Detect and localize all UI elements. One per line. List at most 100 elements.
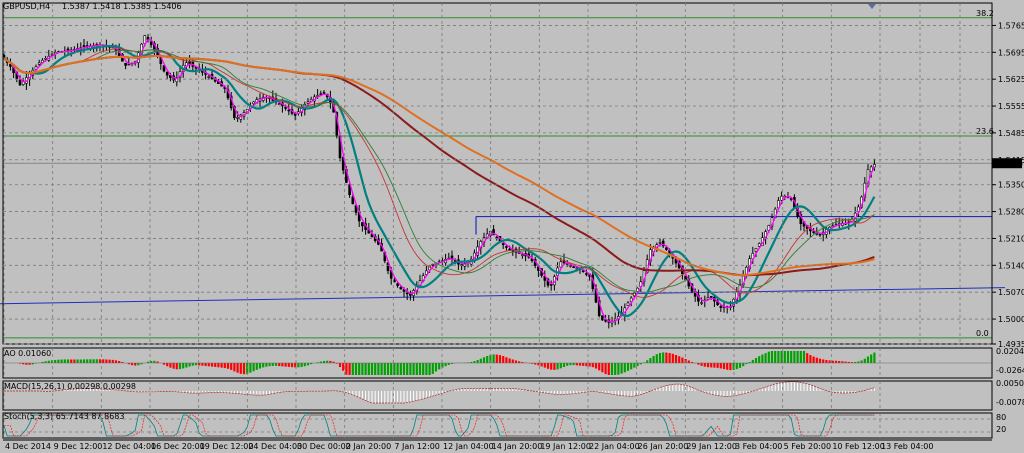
time-tick-label: 29 Jan 12:00 (686, 442, 737, 451)
indicator-frame (2, 380, 993, 411)
macd-label: MACD(15,26,1) 0.00298 0.00298 (4, 382, 136, 391)
ao-panel (3, 351, 992, 375)
current-price-box (992, 158, 1022, 169)
candle-body (165, 71, 169, 76)
time-tick-label: 14 Jan 20:00 (492, 442, 543, 451)
candle-body (18, 79, 22, 86)
candle-body (50, 53, 54, 56)
time-tick-label: 12 Dec 04:00 (102, 442, 156, 451)
candle-body (780, 195, 783, 201)
stoch-main-line (3, 414, 875, 437)
candle-body (629, 297, 633, 302)
stoch-tick-20: 20 (996, 425, 1006, 434)
time-tick-label: 12 Jan 04:00 (443, 442, 494, 451)
stoch-panel (3, 414, 992, 437)
time-tick-label: 16 Dec 20:00 (151, 442, 205, 451)
candle-body (354, 205, 358, 213)
ma-long-orange-line (3, 55, 875, 277)
indicator-frame (2, 347, 993, 379)
candle-body (581, 270, 585, 272)
candle-body (319, 93, 323, 96)
ma-green-line (3, 49, 875, 293)
candle-body (82, 45, 86, 48)
candle-body (815, 233, 819, 235)
candle-body (492, 229, 495, 236)
price-tick-label: 1.5765 (998, 21, 1024, 30)
time-tick-label: 4 Dec 2014 (5, 442, 51, 451)
candle-body (873, 164, 876, 168)
candle-body (351, 196, 355, 205)
price-tick-label: 1.5000 (998, 315, 1024, 324)
scroll-marker-icon (868, 4, 876, 9)
candle-body (812, 231, 815, 233)
macd-signal-line (4, 381, 875, 404)
candle-body (585, 273, 588, 275)
candle-body (569, 265, 572, 267)
candle-body (575, 267, 579, 270)
candle-body (306, 101, 310, 104)
indicator-frame (2, 412, 993, 439)
candle-body (37, 62, 41, 65)
candle-body (754, 248, 758, 252)
chart-ohlc: 1.5387 1.5418 1.5385 1.5406 (62, 2, 182, 11)
ma-long-brown-line (3, 55, 875, 277)
candle-body (665, 247, 668, 250)
ma-fast-line (3, 39, 875, 323)
time-tick-label: 5 Feb 20:00 (784, 442, 831, 451)
fib-level-label: 38.2 (976, 9, 994, 18)
time-tick-label: 30 Dec 00:00 (297, 442, 351, 451)
price-tick-label: 1.5695 (998, 48, 1024, 57)
candle-body (287, 109, 291, 112)
candle-body (719, 306, 723, 308)
time-tick-label: 9 Dec 12:00 (54, 442, 103, 451)
candle-body (869, 166, 873, 172)
time-tick-label: 19 Dec 12:00 (200, 442, 254, 451)
time-tick-label: 24 Dec 04:00 (248, 442, 302, 451)
ao-tick-low: -0.02641 (996, 366, 1024, 375)
time-tick-label: 22 Jan 04:00 (589, 442, 640, 451)
candle-body (521, 254, 524, 257)
candle-body (709, 296, 713, 298)
candle-body (706, 297, 710, 300)
chart-symbol: GBPUSD,H4 (3, 2, 50, 11)
candle-body (501, 243, 505, 246)
time-tick-label: 2 Jan 20:00 (346, 442, 392, 451)
price-tick-label: 1.5140 (998, 261, 1024, 270)
price-tick-label: 1.4935 (998, 340, 1024, 349)
price-tick-label: 1.5070 (998, 288, 1024, 297)
current-price-label: 1.5406 (995, 159, 1023, 168)
candle-body (818, 233, 822, 236)
candle-body (431, 263, 435, 266)
candle-body (425, 270, 428, 275)
price-tick-label: 1.5625 (998, 75, 1024, 84)
fib-level-label: 0.0 (976, 329, 989, 338)
candle-body (175, 77, 179, 83)
ma-mid-line (3, 44, 876, 318)
trend-line (0, 287, 1006, 305)
time-tick-label: 7 Jan 12:00 (394, 442, 440, 451)
time-tick-label: 10 Feb 12:00 (832, 442, 884, 451)
time-tick-label: 26 Jan 20:00 (638, 442, 689, 451)
candle-body (124, 62, 127, 66)
candle-body (9, 64, 12, 67)
price-tick-label: 1.5280 (998, 208, 1024, 217)
candle-body (284, 106, 287, 109)
stoch-label: Stoch(5,3,3) 65.7143 87.8683 (4, 412, 124, 421)
ao-label: AO 0.01060 (4, 349, 51, 358)
candle-body (207, 76, 211, 78)
candle-body (505, 246, 508, 248)
candle-body (361, 222, 364, 227)
candle-body (386, 262, 390, 271)
macd-tick-low: -0.00786 (996, 398, 1024, 407)
price-tick-label: 1.5485 (998, 129, 1024, 138)
candle-body (277, 103, 281, 106)
macd-tick-high: 0.00505 (996, 379, 1024, 388)
candle-body (601, 315, 604, 321)
ao-tick-high: 0.02047 (996, 347, 1024, 356)
candle-body (236, 117, 239, 119)
stoch-signal-line (4, 414, 875, 437)
candle-body (658, 241, 662, 244)
candle-body (661, 240, 665, 247)
macd-panel (4, 381, 875, 404)
